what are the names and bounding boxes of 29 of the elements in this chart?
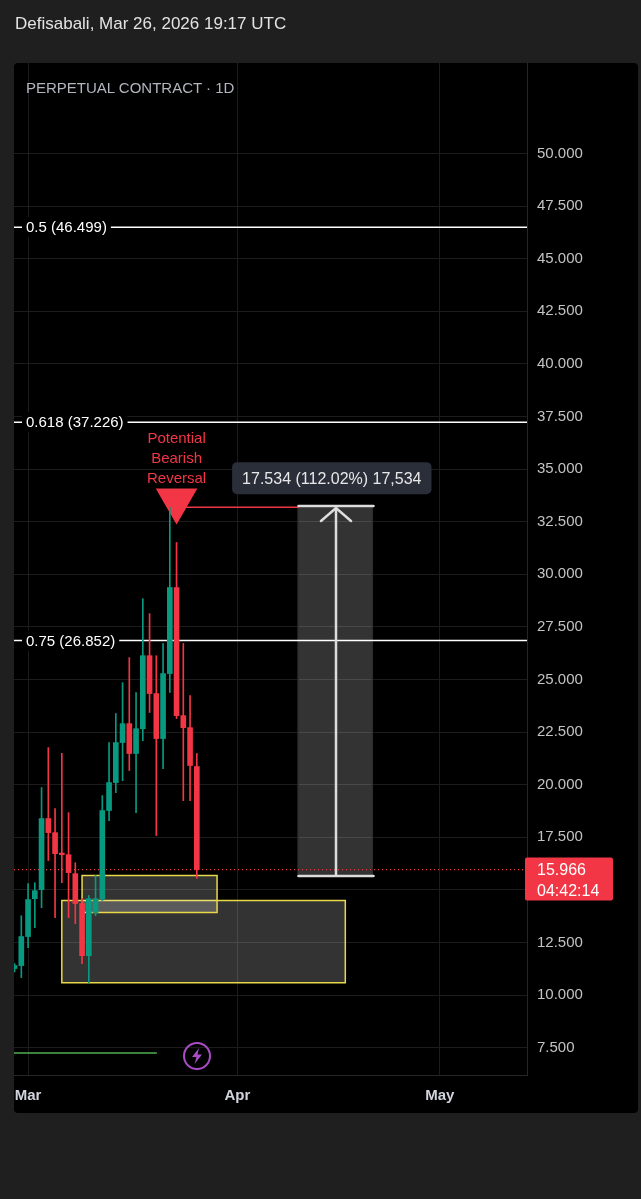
y-tick-label: 30.000 <box>537 564 583 582</box>
x-tick-label: May <box>425 1086 456 1104</box>
y-tick-label: 17.500 <box>537 827 583 845</box>
x-tick-label: Apr <box>224 1086 251 1104</box>
text: PERPETUAL CONTRACT · 1D <box>26 78 235 98</box>
y-tick-label: 42.500 <box>537 301 583 319</box>
y-tick-label: 22.500 <box>537 722 583 740</box>
y-tick-label: 45.000 <box>537 248 583 266</box>
ref-line-label: 15.966 04:42:14 <box>537 860 600 899</box>
y-tick-label: 40.000 <box>537 354 583 372</box>
y-tick-label: 37.500 <box>537 406 583 424</box>
ref-line-label: 0.5 (46.499) <box>26 218 107 236</box>
y-tick-label: 27.500 <box>537 617 583 634</box>
y-tick-label: 47.500 <box>537 196 583 214</box>
y-tick-label: 7.500 <box>537 1037 575 1055</box>
ref-line-label: 0.75 (26.852) <box>26 631 116 649</box>
series-label: Potential Bearish Reversal <box>146 428 207 486</box>
candlestick <box>31 882 38 929</box>
text: Defisabali, Mar 26, 2026 19:17 UTC <box>15 13 287 35</box>
y-tick-label: 12.500 <box>537 932 583 950</box>
annotation: 17.534 (112.02%) 17,534 <box>242 469 422 487</box>
y-tick-label: 32.500 <box>537 511 583 529</box>
y-tick-label: 50.000 <box>537 143 583 161</box>
ref-line-label: 0.618 (37.226) <box>26 413 124 431</box>
x-tick-label: Mar <box>14 1086 42 1104</box>
y-tick-label: 25.000 <box>537 669 583 687</box>
y-tick-label: 10.000 <box>537 985 583 1003</box>
y-tick-label: 20.000 <box>537 774 583 792</box>
y-tick-label: 35.000 <box>537 459 583 477</box>
